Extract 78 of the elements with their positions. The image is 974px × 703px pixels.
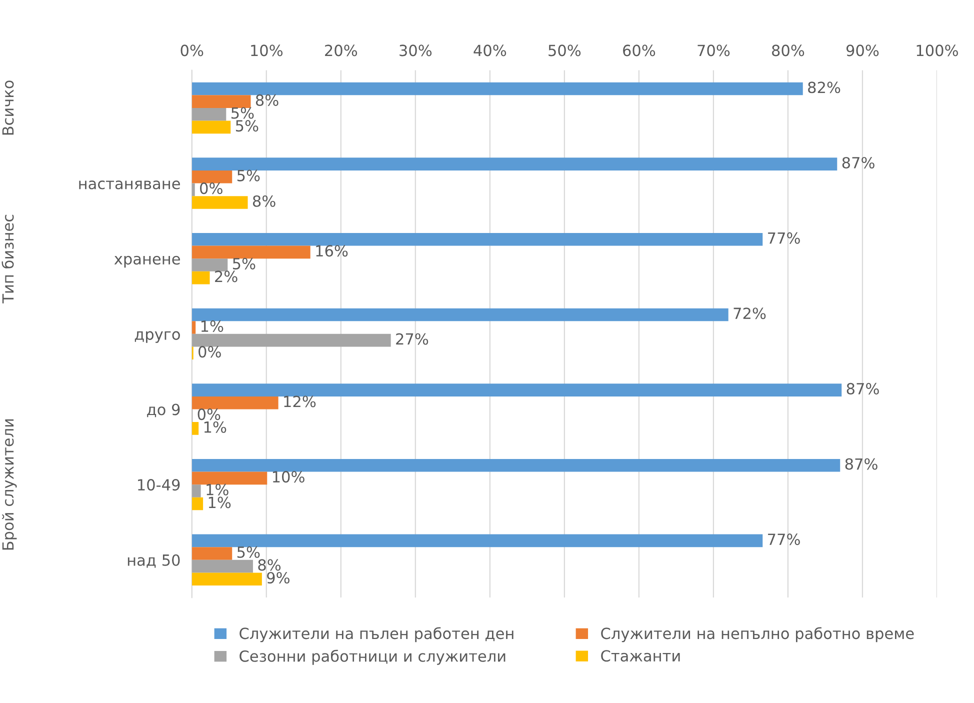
data-label: 0% bbox=[198, 408, 220, 420]
bar bbox=[192, 95, 251, 108]
x-tick-label: 50% bbox=[548, 44, 581, 56]
legend-label: Служители на непълно работно време bbox=[601, 627, 914, 642]
text: Тип бизнес bbox=[2, 214, 14, 304]
bar bbox=[192, 232, 763, 246]
data-label: 10% bbox=[272, 471, 304, 483]
data-label: 1% bbox=[201, 320, 224, 332]
x-tick-label: 30% bbox=[400, 44, 432, 56]
bar bbox=[192, 484, 201, 498]
bar bbox=[192, 534, 763, 548]
legend-label: Служители на пълен работен ден bbox=[240, 627, 514, 642]
x-tick-label: 20% bbox=[325, 44, 358, 56]
data-label: 1% bbox=[208, 496, 231, 508]
data-label: 5% bbox=[232, 258, 256, 270]
data-label: 87% bbox=[842, 156, 874, 169]
y-tick-label: 10-49 bbox=[138, 479, 180, 491]
bar bbox=[192, 497, 204, 510]
y-tick-label: настаняване bbox=[79, 180, 180, 190]
data-label: 2% bbox=[215, 270, 238, 282]
data-label: 9% bbox=[267, 572, 290, 584]
bar bbox=[192, 384, 842, 396]
data-label: 5% bbox=[236, 120, 258, 132]
data-label: 0% bbox=[200, 182, 222, 194]
data-label: 5% bbox=[237, 546, 260, 558]
bar bbox=[192, 334, 391, 347]
data-label: 72% bbox=[734, 308, 766, 320]
data-label: 16% bbox=[316, 245, 348, 257]
x-tick-label: 90% bbox=[846, 44, 879, 56]
data-label: 27% bbox=[396, 333, 428, 345]
x-tick-label: 10% bbox=[251, 44, 283, 56]
bar bbox=[192, 196, 248, 209]
bar bbox=[192, 183, 195, 196]
text: Брой служители bbox=[2, 419, 17, 550]
bar bbox=[192, 258, 228, 272]
x-tick-label: 100% bbox=[916, 44, 958, 56]
data-label: 5% bbox=[232, 107, 254, 119]
bar bbox=[192, 82, 803, 96]
bar bbox=[192, 321, 196, 334]
data-label: 77% bbox=[768, 534, 800, 546]
data-label: 0% bbox=[198, 346, 221, 358]
bar bbox=[192, 572, 262, 586]
x-tick-label: 60% bbox=[623, 44, 656, 56]
y-tick-label: над 50 bbox=[128, 554, 180, 568]
x-tick-label: 40% bbox=[474, 44, 506, 56]
bar bbox=[192, 472, 268, 485]
bar bbox=[192, 170, 232, 184]
text: Всичко bbox=[2, 80, 14, 135]
data-label: 87% bbox=[845, 458, 878, 470]
data-label: 12% bbox=[284, 396, 316, 408]
legend-label: Стажанти bbox=[601, 650, 680, 662]
x-tick-label: 0% bbox=[180, 44, 204, 56]
bar bbox=[192, 560, 253, 573]
bar bbox=[192, 458, 840, 472]
y-tick-label: хранене bbox=[114, 256, 180, 268]
data-label: 8% bbox=[256, 94, 278, 106]
y-tick-label: друго bbox=[134, 331, 180, 343]
legend-label: Сезонни работници и служители bbox=[240, 650, 506, 665]
data-label: 1% bbox=[206, 484, 228, 496]
bar bbox=[192, 246, 310, 259]
bar bbox=[192, 120, 231, 134]
bar bbox=[192, 271, 210, 284]
data-label: 8% bbox=[252, 195, 276, 207]
bar bbox=[192, 108, 226, 121]
data-label: 77% bbox=[768, 232, 800, 244]
data-label: 82% bbox=[808, 82, 840, 94]
data-label: 1% bbox=[204, 421, 226, 433]
data-label: 5% bbox=[237, 170, 260, 182]
bar bbox=[192, 547, 232, 560]
data-label: 8% bbox=[258, 559, 281, 571]
bar bbox=[192, 422, 199, 435]
x-tick-label: 70% bbox=[698, 44, 730, 56]
y-tick-label: до 9 bbox=[147, 404, 180, 418]
bar bbox=[192, 308, 728, 322]
x-tick-label: 80% bbox=[772, 44, 804, 56]
bar bbox=[192, 396, 278, 410]
data-label: 87% bbox=[846, 382, 879, 394]
bar bbox=[192, 158, 838, 170]
